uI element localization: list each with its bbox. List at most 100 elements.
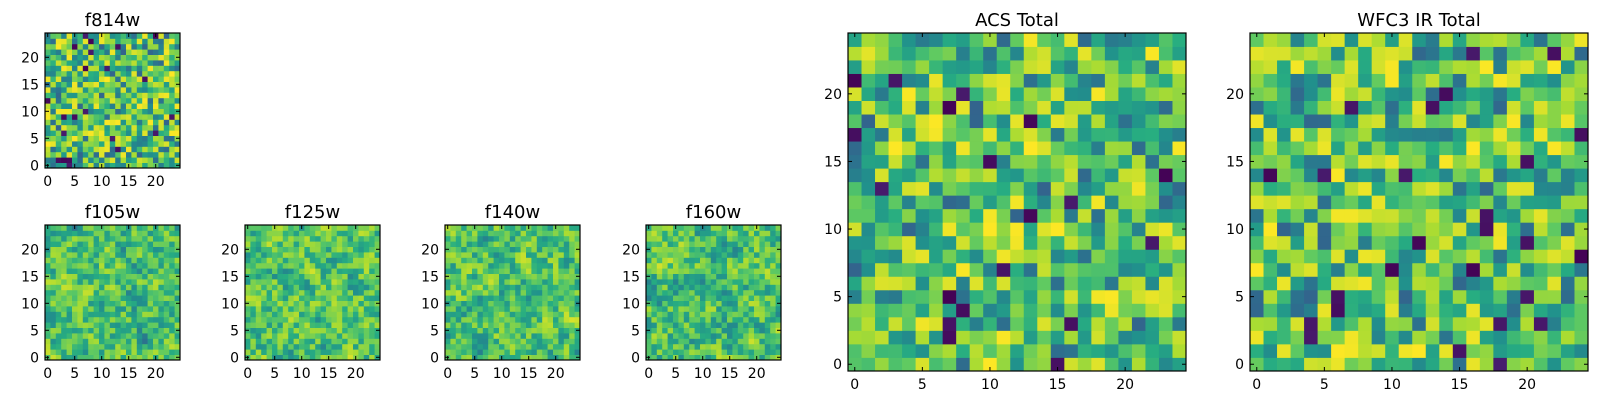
heatmap-cell	[326, 327, 332, 334]
heatmap-cell	[369, 230, 375, 237]
heatmap-cell	[646, 252, 652, 258]
heatmap-cell	[115, 130, 121, 136]
heatmap-cell	[304, 322, 311, 328]
heatmap-cell	[1077, 316, 1092, 331]
heatmap-cell	[99, 38, 105, 45]
heatmap-cell	[504, 322, 511, 328]
heatmap-cell	[82, 33, 89, 39]
heatmap-cell	[1050, 127, 1065, 142]
heatmap-cell	[700, 246, 706, 253]
heatmap-cell	[109, 130, 116, 136]
heatmap-cell	[764, 235, 771, 242]
heatmap-cell	[902, 208, 916, 223]
heatmap-cell	[705, 284, 712, 291]
heatmap-cell	[55, 54, 62, 61]
y-tick-label: 15	[622, 269, 640, 285]
heatmap-cell	[55, 246, 62, 253]
heatmap-cell	[705, 230, 712, 237]
heatmap-cell	[1263, 141, 1278, 156]
heatmap-cell	[358, 252, 365, 258]
heatmap-cell	[115, 124, 121, 131]
heatmap-cell	[374, 235, 381, 242]
heatmap-cell	[520, 311, 527, 318]
heatmap-cell	[700, 311, 706, 318]
heatmap-cell	[88, 157, 94, 163]
heatmap-cell	[347, 295, 354, 301]
heatmap-cell	[743, 279, 749, 285]
heatmap-cell	[683, 343, 690, 350]
heatmap-cell	[272, 257, 278, 264]
heatmap-cell	[683, 246, 690, 253]
heatmap-cell	[542, 300, 548, 307]
heatmap-cell	[1104, 127, 1119, 142]
heatmap-cell	[163, 49, 170, 55]
heatmap-cell	[764, 268, 771, 274]
heatmap-cell	[169, 322, 175, 328]
heatmap-cell	[104, 87, 111, 93]
heatmap-cell	[104, 151, 111, 158]
heatmap-cell	[547, 338, 554, 345]
heatmap-cell	[563, 246, 570, 253]
heatmap-cell	[1290, 60, 1305, 74]
heatmap-cell	[136, 300, 143, 307]
heatmap-cell	[1493, 181, 1508, 196]
heatmap-cell	[1452, 249, 1467, 264]
heatmap-cell	[1385, 303, 1400, 318]
heatmap-cell	[131, 135, 138, 142]
heatmap-cell	[99, 97, 105, 104]
heatmap-cell	[1506, 33, 1521, 47]
heatmap-cell	[509, 252, 516, 258]
heatmap-cell	[304, 241, 311, 247]
heatmap-cell	[61, 103, 67, 109]
heatmap-cell	[331, 349, 338, 355]
heatmap-cell	[875, 330, 889, 345]
heatmap-cell	[754, 327, 760, 334]
heatmap-cell	[1290, 208, 1305, 223]
heatmap-cell	[1023, 289, 1038, 304]
heatmap-cell	[158, 252, 165, 258]
heatmap-cell	[520, 252, 527, 258]
heatmap-cell	[547, 241, 554, 247]
heatmap-cell	[66, 311, 73, 318]
heatmap-cell	[88, 97, 94, 104]
heatmap-cell	[120, 114, 127, 120]
heatmap-cell	[1131, 154, 1146, 169]
heatmap-cell	[536, 311, 543, 318]
heatmap-cell	[61, 284, 67, 291]
heatmap-cell	[542, 262, 548, 269]
heatmap-cell	[277, 316, 284, 323]
heatmap-cell	[1331, 127, 1346, 142]
heatmap-cell	[1250, 316, 1264, 331]
heatmap-cell	[775, 284, 782, 291]
heatmap-cell	[147, 60, 154, 66]
heatmap-cell	[1520, 222, 1535, 237]
heatmap-cell	[1506, 195, 1521, 210]
x-tick-label: 10	[493, 366, 511, 382]
heatmap-cell	[169, 311, 175, 318]
heatmap-cell	[115, 43, 121, 50]
heatmap-cell	[61, 268, 67, 274]
heatmap-cell	[509, 235, 516, 242]
heatmap-cell	[72, 311, 78, 318]
heatmap-cell	[45, 289, 51, 296]
heatmap-cell	[520, 230, 527, 237]
heatmap-cell	[875, 262, 889, 277]
heatmap-cell	[50, 135, 57, 142]
heatmap-cell	[493, 316, 500, 323]
heatmap-cell	[737, 246, 744, 253]
heatmap-cell	[1466, 87, 1481, 101]
heatmap-cell	[716, 343, 722, 350]
heatmap-cell	[547, 252, 554, 258]
heatmap-cell	[158, 33, 165, 39]
heatmap-cell	[929, 154, 944, 169]
heatmap-cell	[515, 246, 521, 253]
heatmap-cell	[126, 151, 132, 158]
heatmap-cell	[673, 316, 679, 323]
heatmap-cell	[969, 154, 984, 169]
heatmap-cell	[450, 316, 457, 323]
heatmap-cell	[547, 354, 554, 361]
heatmap-cell	[531, 230, 538, 237]
heatmap-cell	[1317, 127, 1332, 142]
heatmap-cell	[88, 162, 94, 169]
heatmap-cell	[737, 241, 744, 247]
